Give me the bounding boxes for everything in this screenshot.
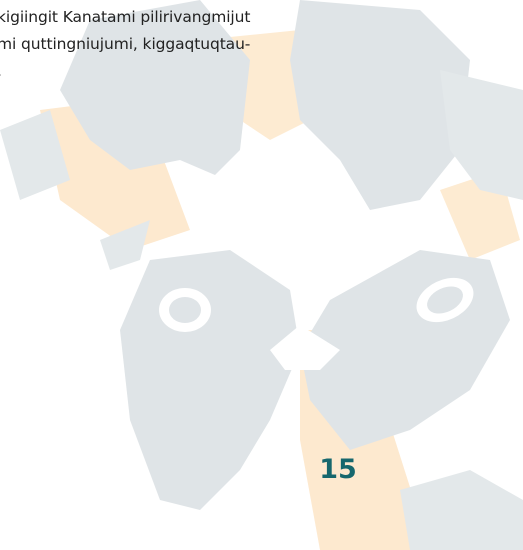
page: kigiingit Kanatami pilirivangmijut mi qu… (0, 0, 523, 550)
page-number: 15 (318, 454, 358, 485)
body-text-line: . (0, 62, 2, 80)
body-text-line: kigiingit Kanatami pilirivangmijut (0, 8, 250, 26)
background-illustration (0, 0, 523, 550)
body-text-line: mi quttingniujumi, kiggaqtuqtau- (0, 35, 250, 53)
